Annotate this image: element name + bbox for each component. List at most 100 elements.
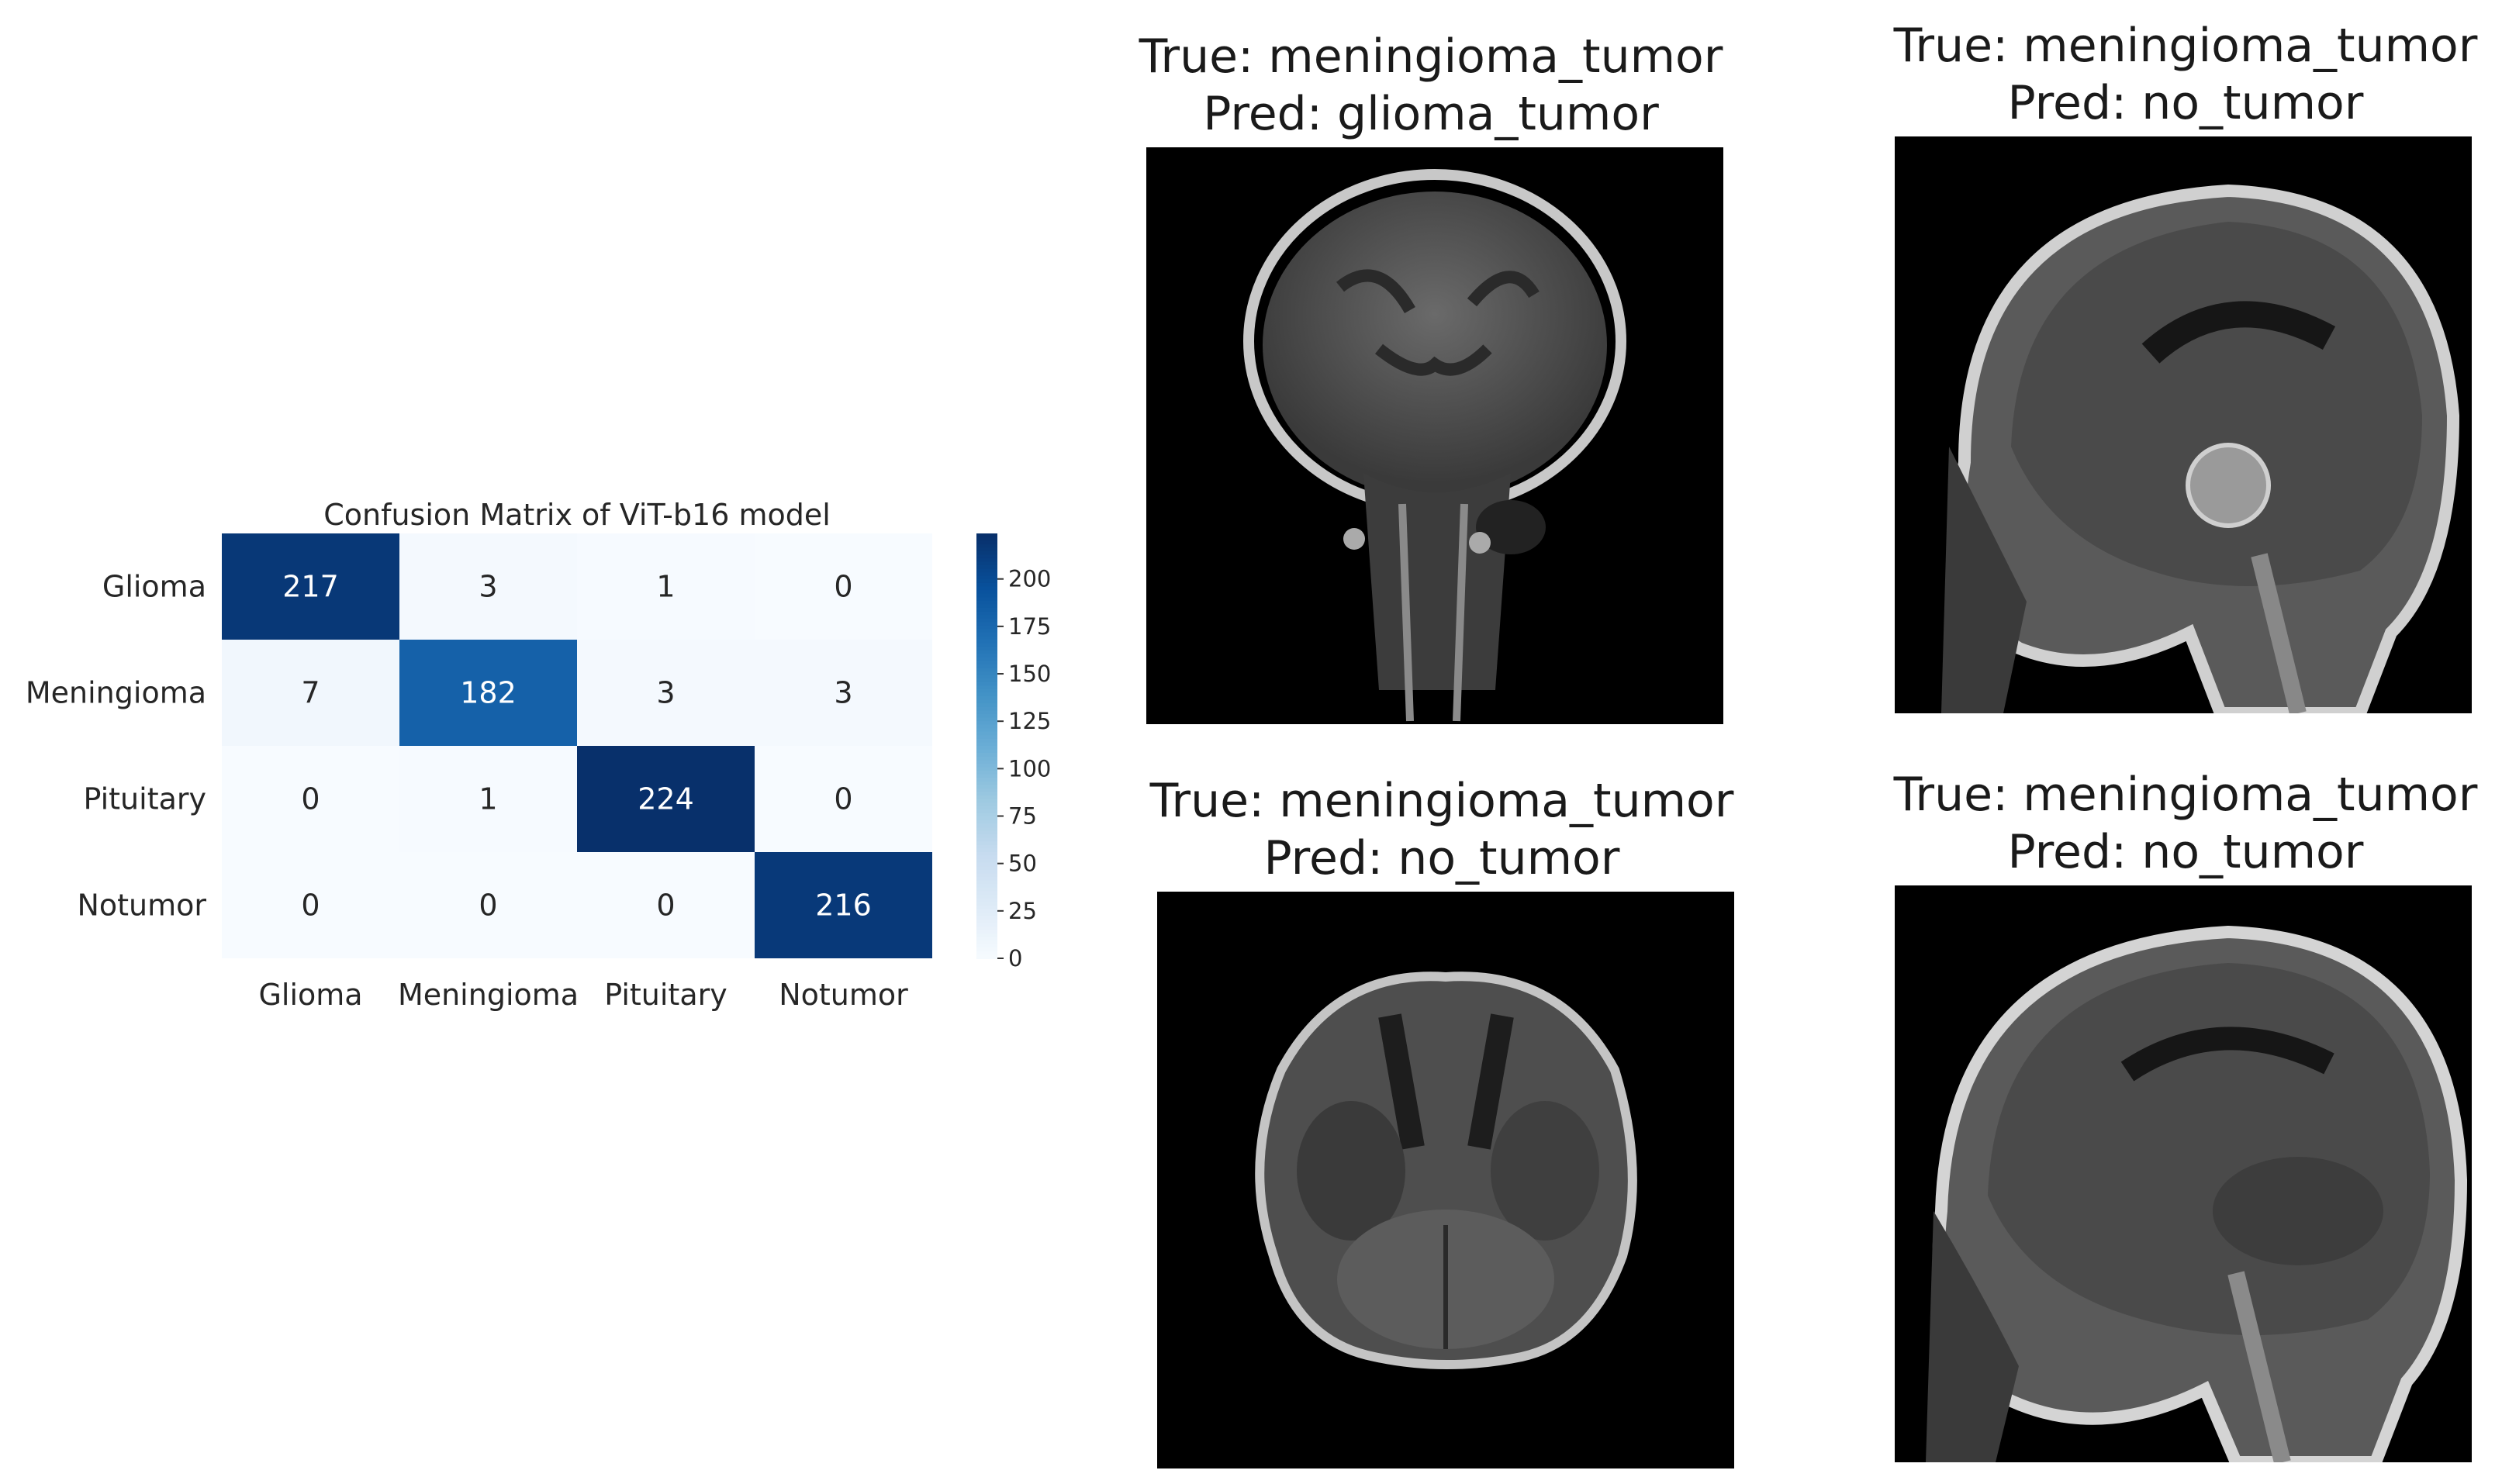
colorbar-segment (976, 671, 997, 676)
heatmap-cell (399, 852, 577, 958)
colorbar-segment (976, 905, 997, 910)
cell-value-label: 0 (301, 782, 320, 816)
colorbar-segment (976, 852, 997, 857)
cell-value-label: 3 (834, 676, 852, 710)
cell-value-label: 216 (815, 889, 872, 923)
colorbar-segment (976, 770, 997, 775)
colorbar-segment (976, 735, 997, 740)
mri-image-axial (1157, 892, 1734, 1468)
row-label: Meningioma (26, 676, 206, 710)
colorbar-segment (976, 898, 997, 902)
colorbar-segment (976, 632, 997, 637)
colorbar-segment (976, 640, 997, 644)
panel-3-true-label: True: meningioma_tumor (1149, 774, 1734, 828)
panel-1-true-label: True: meningioma_tumor (1139, 29, 1723, 84)
colorbar-segment (976, 692, 997, 698)
colorbar-segment (976, 703, 997, 708)
panel-4-pred-label: Pred: no_tumor (2007, 825, 2364, 879)
colorbar-tick-label: 100 (1008, 755, 1051, 782)
colorbar-segment (976, 830, 997, 836)
colorbar-segment (976, 749, 997, 754)
colorbar-segment (976, 880, 997, 885)
colorbar-segment (976, 678, 997, 683)
colorbar-segment (976, 891, 997, 896)
colorbar-segment (976, 873, 997, 878)
colorbar-segment (976, 664, 997, 669)
colorbar-segment (976, 611, 997, 616)
colorbar-tick-label: 75 (1008, 803, 1037, 830)
colorbar-segment (976, 544, 997, 549)
colorbar-segment (976, 820, 997, 825)
colorbar-segment (976, 834, 997, 839)
cell-value-label: 0 (834, 782, 852, 816)
colorbar-segment (976, 788, 997, 793)
colorbar-tick-label: 200 (1008, 566, 1051, 592)
colorbar-segment (976, 813, 997, 818)
colorbar-segment (976, 586, 997, 592)
colorbar-tick-label: 150 (1008, 661, 1051, 687)
colorbar-segment (976, 568, 997, 574)
colorbar-segment (976, 827, 997, 832)
colorbar-tick-label: 125 (1008, 708, 1051, 734)
cell-value-label: 217 (282, 570, 339, 604)
colorbar-segment (976, 650, 997, 655)
colorbar-segment (976, 919, 997, 924)
colorbar-segment (976, 607, 997, 613)
colorbar-segment (976, 809, 997, 814)
colorbar-segment (976, 816, 997, 821)
heatmap-cell (755, 852, 932, 958)
colorbar-segment (976, 554, 997, 559)
colorbar-segment (976, 760, 997, 764)
colorbar-segment (976, 675, 997, 680)
colorbar-segment (976, 540, 997, 545)
cell-value-label: 224 (638, 782, 694, 816)
colorbar-segment (976, 837, 997, 843)
colorbar-tick-label: 0 (1008, 945, 1022, 972)
colorbar-segment (976, 909, 997, 913)
colorbar-segment (976, 593, 997, 599)
heatmap-cell (399, 533, 577, 640)
heatmap-cell (399, 640, 577, 746)
colorbar-segment (976, 951, 997, 956)
cell-value-label: 182 (460, 676, 517, 710)
colorbar-segment (976, 685, 997, 690)
colorbar-segment (976, 713, 997, 719)
colorbar-segment (976, 636, 997, 640)
colorbar-segment (976, 767, 997, 771)
heatmap-cell (755, 640, 932, 746)
colorbar-segment (976, 792, 997, 796)
colorbar-segment (976, 647, 997, 651)
colorbar-segment (976, 894, 997, 899)
panel-3-pred-label: Pred: no_tumor (1263, 831, 1620, 885)
panel-4-true-label: True: meningioma_tumor (1893, 768, 2478, 822)
colorbar-segment (976, 756, 997, 761)
colorbar-segment (976, 916, 997, 920)
colorbar-segment (976, 738, 997, 744)
colorbar-segment (976, 795, 997, 800)
colorbar-segment (976, 565, 997, 570)
colorbar-segment (976, 533, 997, 538)
heatmap-cell (577, 640, 755, 746)
colorbar-segment (976, 604, 997, 609)
colorbar-segment (976, 862, 997, 868)
heatmap-cell (755, 746, 932, 852)
colorbar-segment (976, 859, 997, 864)
colorbar-segment (976, 668, 997, 673)
colorbar-segment (976, 841, 997, 846)
colorbar-segment (976, 802, 997, 807)
colorbar-tick-label: 175 (1008, 613, 1051, 640)
mri-image-sagittal-1 (1895, 136, 2472, 713)
colorbar-segment (976, 937, 997, 942)
panel-4: True: meningioma_tumor Pred: no_tumor (1837, 766, 2502, 881)
colorbar-segment (976, 799, 997, 804)
colorbar-segment (976, 710, 997, 715)
panel-2: True: meningioma_tumor Pred: no_tumor (1837, 17, 2502, 132)
cell-value-label: 1 (656, 570, 675, 604)
colorbar-segment (976, 721, 997, 726)
panel-3: True: meningioma_tumor Pred: no_tumor (1093, 772, 1791, 887)
colorbar-segment (976, 689, 997, 694)
colorbar-segment (976, 582, 997, 588)
colorbar-segment (976, 661, 997, 665)
colorbar-segment (976, 615, 997, 619)
colorbar-segment (976, 923, 997, 927)
